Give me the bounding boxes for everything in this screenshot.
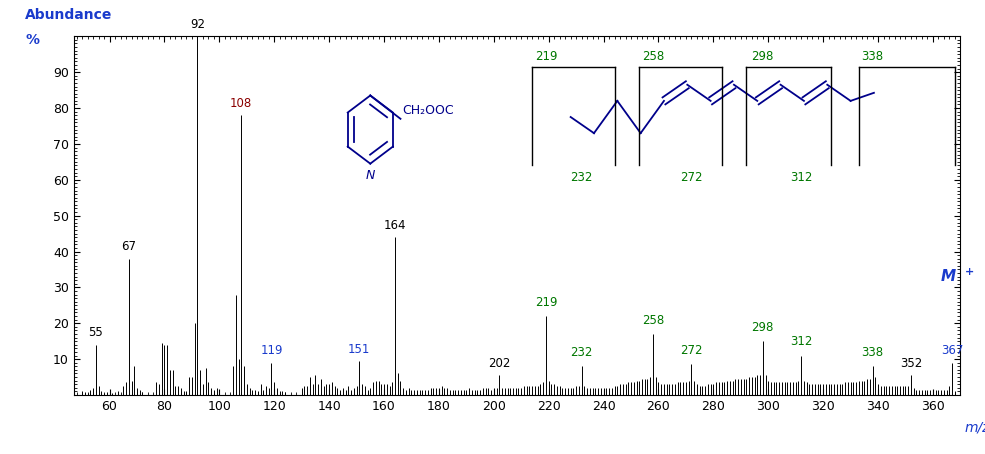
Text: m/z: m/z <box>964 420 985 434</box>
Text: 298: 298 <box>752 50 774 63</box>
Text: %: % <box>26 33 39 47</box>
Text: 219: 219 <box>535 50 558 63</box>
Text: 312: 312 <box>790 171 813 184</box>
Text: 352: 352 <box>900 357 922 370</box>
Text: Abundance: Abundance <box>26 8 112 22</box>
Text: 164: 164 <box>384 219 406 232</box>
Text: 119: 119 <box>260 344 283 357</box>
Text: 108: 108 <box>230 97 252 110</box>
Text: 272: 272 <box>681 344 702 357</box>
Text: 219: 219 <box>535 296 558 309</box>
Text: 298: 298 <box>752 321 774 334</box>
Text: 258: 258 <box>642 50 664 63</box>
Text: CH₂OOC: CH₂OOC <box>402 104 453 117</box>
Text: 92: 92 <box>190 18 205 31</box>
Text: 338: 338 <box>862 50 884 63</box>
Text: 202: 202 <box>489 357 510 370</box>
Text: 55: 55 <box>89 326 103 340</box>
Text: M: M <box>941 269 956 284</box>
Text: +: + <box>964 266 974 276</box>
Text: N: N <box>365 169 375 182</box>
Text: 67: 67 <box>121 240 136 253</box>
Text: 312: 312 <box>790 336 813 348</box>
Text: 232: 232 <box>570 171 593 184</box>
Text: 232: 232 <box>570 346 593 359</box>
Text: 272: 272 <box>681 171 702 184</box>
Text: 258: 258 <box>642 314 664 327</box>
Text: 338: 338 <box>862 346 884 359</box>
Text: 367: 367 <box>941 344 963 357</box>
Text: 151: 151 <box>348 342 370 355</box>
